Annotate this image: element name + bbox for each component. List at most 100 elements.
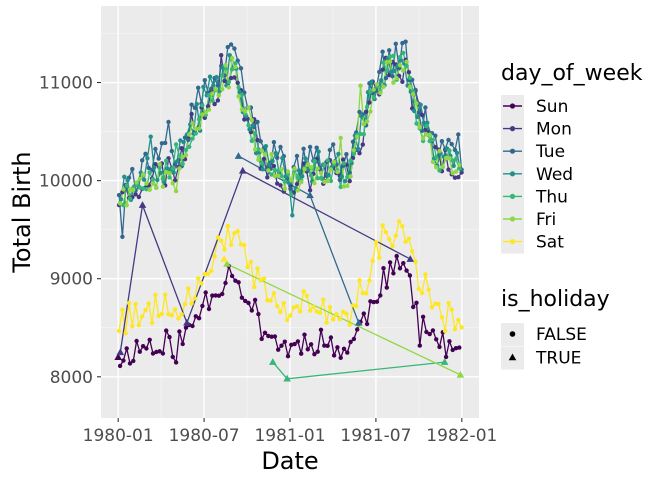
- point-sun: [164, 328, 168, 332]
- legend-key-point: [510, 239, 515, 244]
- point-wed: [172, 171, 176, 175]
- point-thu: [253, 131, 257, 135]
- point-wed: [379, 78, 383, 82]
- point-tue: [117, 193, 121, 197]
- point-thu: [210, 99, 214, 103]
- x-tick-label: 1980-07: [169, 426, 240, 446]
- point-mon: [262, 157, 266, 161]
- point-sun: [171, 355, 175, 359]
- point-sat: [209, 269, 213, 273]
- point-wed: [452, 164, 456, 168]
- point-tue: [278, 145, 282, 149]
- point-sat: [440, 315, 444, 319]
- legend-label-tue: Tue: [535, 142, 565, 162]
- point-tue: [344, 152, 348, 156]
- point-thu: [250, 139, 254, 143]
- point-wed: [152, 165, 156, 169]
- point-sat: [305, 294, 309, 298]
- y-tick-label: 9000: [50, 270, 93, 290]
- point-tue: [328, 148, 332, 152]
- point-sat: [331, 317, 335, 321]
- point-sat: [193, 296, 197, 300]
- legend-label-mon: Mon: [536, 120, 572, 140]
- point-sat: [344, 311, 348, 315]
- point-sun: [316, 350, 320, 354]
- point-sun: [283, 340, 287, 344]
- point-sat: [153, 293, 157, 297]
- point-fri: [253, 147, 257, 151]
- point-sun: [431, 328, 435, 332]
- point-wed: [267, 162, 271, 166]
- point-sat: [328, 305, 332, 309]
- point-fri: [141, 172, 145, 176]
- point-fri: [171, 181, 175, 185]
- y-tick-label: 11000: [39, 74, 93, 94]
- point-sat: [380, 223, 384, 227]
- point-sun: [378, 293, 382, 297]
- point-fri: [302, 167, 306, 171]
- point-sun: [418, 343, 422, 347]
- point-sat: [226, 224, 230, 228]
- point-sat: [133, 302, 137, 306]
- point-sat: [127, 301, 131, 305]
- point-sat: [180, 312, 184, 316]
- point-fri: [431, 160, 435, 164]
- point-thu: [424, 124, 428, 128]
- point-tue: [387, 48, 391, 52]
- point-tue: [351, 140, 355, 144]
- point-wed: [251, 123, 255, 127]
- point-sat: [288, 313, 292, 317]
- point-sat: [275, 304, 279, 308]
- point-wed: [356, 147, 360, 151]
- point-wed: [392, 69, 396, 73]
- y-axis-label: Total Birth: [8, 151, 36, 273]
- point-sat: [117, 329, 121, 333]
- point-mon: [400, 80, 404, 84]
- x-tick-label: 1980-01: [83, 426, 154, 446]
- y-axis-ticks: 800090001000011000: [39, 74, 101, 388]
- point-thu: [200, 103, 204, 107]
- point-fri: [230, 56, 234, 60]
- point-thu: [151, 177, 155, 181]
- x-tick-label: 1981-07: [340, 426, 411, 446]
- legend-key-point: [510, 171, 515, 176]
- point-fri: [358, 84, 362, 88]
- point-fri: [227, 85, 231, 89]
- point-wed: [415, 115, 419, 119]
- point-tue: [203, 78, 207, 82]
- point-fri: [246, 105, 250, 109]
- point-thu: [260, 161, 264, 165]
- point-sat: [245, 265, 249, 269]
- point-mon: [236, 81, 240, 85]
- point-sun: [118, 364, 122, 368]
- point-sun: [174, 360, 178, 364]
- point-fri: [154, 186, 158, 190]
- point-thu: [342, 161, 346, 165]
- point-mon: [348, 179, 352, 183]
- point-mon: [361, 142, 365, 146]
- point-wed: [181, 140, 185, 144]
- point-fri: [335, 170, 339, 174]
- point-tue: [272, 140, 276, 144]
- point-fri: [454, 169, 458, 173]
- point-sat: [354, 304, 358, 308]
- point-sun: [325, 344, 329, 348]
- point-fri: [299, 180, 303, 184]
- point-mon: [278, 183, 282, 187]
- point-sun: [391, 271, 395, 275]
- point-sat: [268, 299, 272, 303]
- point-sat: [443, 329, 447, 333]
- point-sat: [338, 317, 342, 321]
- point-fri: [167, 171, 171, 175]
- point-sat: [377, 256, 381, 260]
- legend-key-point: [510, 149, 515, 154]
- point-thu: [431, 138, 435, 142]
- point-sun: [131, 359, 135, 363]
- point-sat: [308, 309, 312, 313]
- point-wed: [201, 85, 205, 89]
- legend-color-title: day_of_week: [501, 61, 643, 86]
- point-tue: [380, 50, 384, 54]
- point-sat: [120, 308, 124, 312]
- legend-label-sat: Sat: [536, 233, 564, 253]
- point-fri: [190, 121, 194, 125]
